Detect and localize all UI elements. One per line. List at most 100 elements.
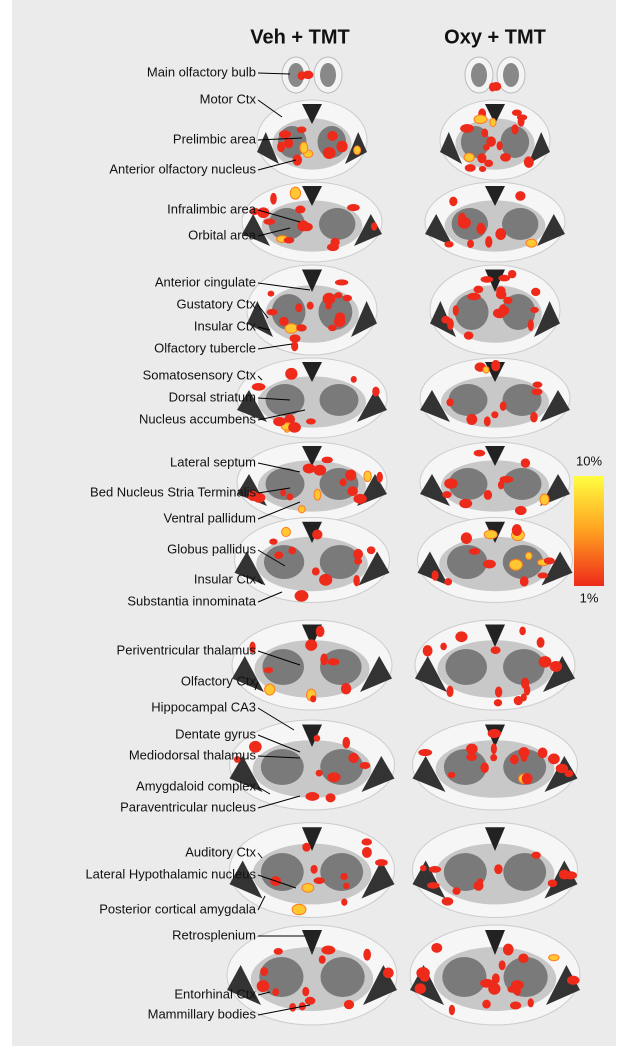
slice-region bbox=[503, 649, 545, 685]
brain-slice bbox=[412, 719, 578, 811]
leader-line bbox=[257, 137, 303, 141]
slice-region bbox=[302, 186, 322, 206]
activation-blob bbox=[428, 865, 442, 873]
brain-slice bbox=[419, 441, 571, 523]
activation-blob bbox=[327, 130, 338, 141]
activation-blob bbox=[345, 469, 357, 481]
slice-region bbox=[320, 63, 336, 87]
leader-line bbox=[257, 304, 269, 319]
activation-blob bbox=[334, 292, 343, 299]
slice-region bbox=[503, 853, 547, 891]
region-label: Infralimbic area bbox=[167, 201, 257, 216]
slice-region bbox=[262, 649, 305, 685]
slice-region bbox=[302, 269, 322, 292]
activation-blob bbox=[291, 341, 299, 352]
activation-blob bbox=[523, 156, 534, 168]
leader-line bbox=[257, 650, 301, 666]
slice-region bbox=[259, 957, 304, 997]
region-label: Insular Ctx bbox=[194, 318, 257, 333]
activation-blob bbox=[537, 747, 548, 759]
activation-blob bbox=[463, 331, 474, 340]
activation-blob bbox=[539, 493, 550, 506]
activation-blob bbox=[313, 464, 327, 476]
activation-blob bbox=[350, 375, 357, 383]
activation-blob bbox=[249, 641, 256, 654]
brain-slice bbox=[412, 822, 578, 918]
activation-blob bbox=[305, 792, 320, 801]
slice-region bbox=[537, 214, 565, 246]
slice-region bbox=[528, 132, 550, 164]
activation-blob bbox=[481, 128, 489, 138]
slice-region bbox=[546, 965, 580, 1005]
activation-blob bbox=[353, 145, 362, 156]
activation-blob bbox=[468, 548, 481, 555]
brain-slice bbox=[439, 99, 551, 181]
activation-blob bbox=[459, 498, 473, 509]
leader-line bbox=[257, 397, 291, 401]
activation-blob bbox=[310, 695, 317, 703]
activation-blob bbox=[452, 887, 461, 895]
slice-region bbox=[351, 301, 377, 337]
slice-region bbox=[361, 756, 395, 792]
slice-region bbox=[320, 957, 365, 997]
slice-region bbox=[360, 656, 392, 692]
activation-blob bbox=[257, 207, 270, 219]
activation-blob bbox=[538, 656, 552, 668]
slice-region bbox=[442, 957, 487, 997]
activation-blob bbox=[342, 294, 352, 302]
activation-blob bbox=[263, 667, 274, 674]
activation-blob bbox=[531, 287, 541, 297]
activation-blob bbox=[272, 988, 279, 997]
activation-blob bbox=[321, 945, 336, 955]
activation-blob bbox=[260, 967, 269, 977]
leader-line bbox=[257, 991, 271, 996]
activation-blob bbox=[289, 186, 302, 200]
activation-blob bbox=[447, 318, 454, 331]
region-label: Hippocampal CA3 bbox=[151, 699, 256, 714]
region-label: Motor Ctx bbox=[200, 91, 257, 106]
brain-slice bbox=[417, 517, 573, 603]
leader-line bbox=[257, 375, 263, 381]
activation-blob bbox=[483, 144, 490, 151]
activation-blob bbox=[264, 683, 276, 696]
activation-blob bbox=[283, 236, 295, 244]
activation-blob bbox=[285, 367, 298, 380]
region-label: Orbital area bbox=[188, 227, 257, 242]
slice-region bbox=[361, 860, 395, 899]
activation-blob bbox=[483, 529, 498, 540]
activation-blob bbox=[499, 401, 507, 411]
activation-blob bbox=[466, 413, 478, 425]
activation-blob bbox=[274, 551, 284, 559]
activation-blob bbox=[288, 422, 301, 433]
region-label: Amygdaloid complex bbox=[136, 778, 256, 793]
slice-region bbox=[302, 827, 322, 851]
activation-blob bbox=[273, 416, 286, 427]
activation-blob bbox=[509, 754, 519, 765]
activation-blob bbox=[446, 685, 454, 698]
activation-blob bbox=[341, 898, 348, 906]
activation-blob bbox=[343, 882, 350, 890]
activation-blob bbox=[289, 1002, 297, 1012]
activation-blob bbox=[547, 879, 558, 888]
activation-blob bbox=[480, 276, 494, 283]
activation-blob bbox=[328, 324, 337, 332]
slice-region bbox=[440, 132, 462, 164]
activation-blob bbox=[473, 114, 488, 125]
activation-blob bbox=[322, 292, 336, 305]
column-header: Veh + TMT bbox=[250, 26, 349, 48]
activation-blob bbox=[491, 360, 501, 372]
activation-blob bbox=[494, 864, 503, 875]
slice-region bbox=[485, 624, 505, 647]
slice-region bbox=[229, 860, 263, 899]
region-label: Posterior cortical amygdala bbox=[99, 901, 257, 916]
slice-region bbox=[319, 384, 359, 416]
activation-blob bbox=[485, 236, 493, 248]
activation-blob bbox=[306, 301, 314, 310]
leader-line bbox=[257, 874, 297, 889]
activation-blob bbox=[548, 954, 560, 962]
activation-blob bbox=[284, 414, 295, 425]
region-label: Mammillary bodies bbox=[148, 1006, 257, 1021]
activation-blob bbox=[519, 576, 529, 587]
brain-slice bbox=[424, 181, 566, 263]
activation-blob bbox=[482, 999, 491, 1009]
